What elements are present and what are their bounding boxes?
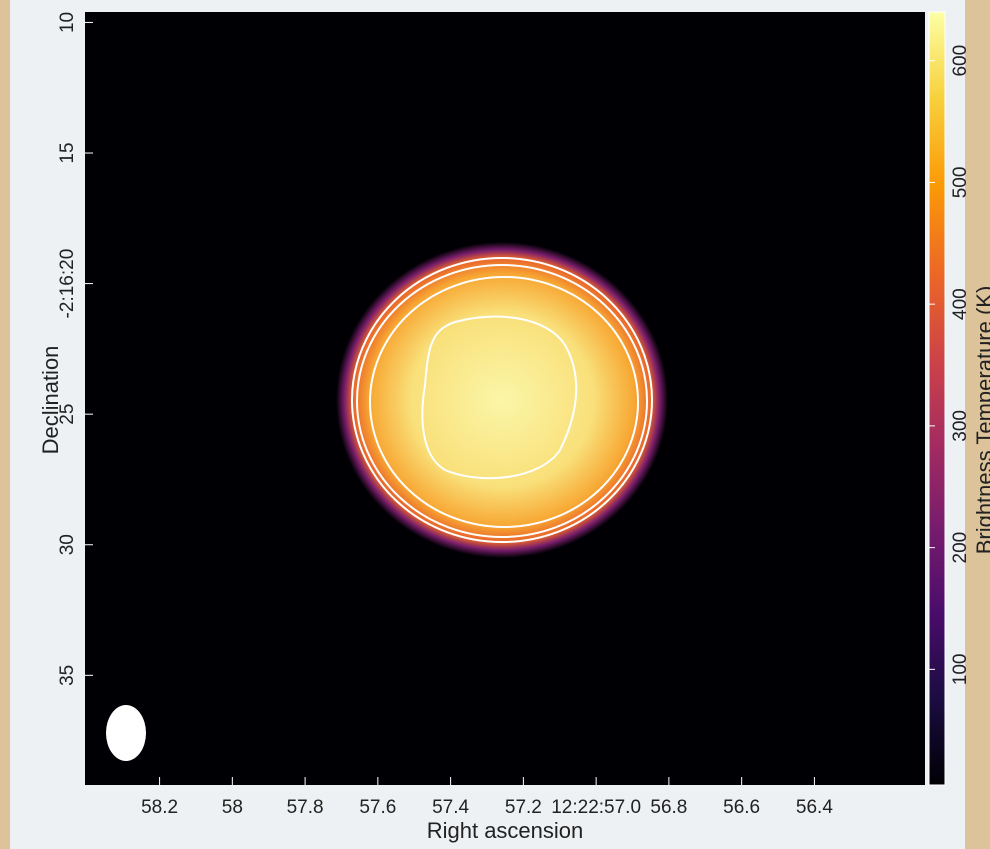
x-tick-label: 57.2 [505,797,542,818]
colorbar-tick-label: 500 [950,167,971,199]
figure: Right ascension Declination Brightness T… [0,0,990,849]
colorbar-tick-label: 100 [950,654,971,686]
x-tick-label: 56.4 [796,797,833,818]
y-tick-label: 30 [57,534,78,555]
y-tick-label: 10 [57,12,78,33]
y-tick-label: 15 [57,142,78,163]
x-tick-label: 56.8 [650,797,687,818]
y-tick-label: -2:16:20 [57,249,78,319]
beam [106,705,146,761]
y-tick-label: 25 [57,404,78,425]
y-axis-title: Declination [38,346,63,455]
x-axis-title: Right ascension [427,818,584,843]
x-tick-label: 57.4 [432,797,469,818]
colorbar-tick-label: 600 [950,45,971,77]
colorbar-tick-label: 200 [950,532,971,564]
colorbar-tick-label: 400 [950,288,971,320]
colorbar-title: Brightness Temperature (K) [972,286,990,555]
x-tick-label: 56.6 [723,797,760,818]
x-tick-label: 58 [222,797,243,818]
x-tick-label: 12:22:57.0 [551,797,641,818]
y-tick-label: 35 [57,665,78,686]
source-emission [336,242,668,558]
x-tick-label: 57.6 [359,797,396,818]
x-tick-label: 57.8 [287,797,324,818]
x-tick-label: 58.2 [141,797,178,818]
colorbar-tick-label: 300 [950,410,971,442]
